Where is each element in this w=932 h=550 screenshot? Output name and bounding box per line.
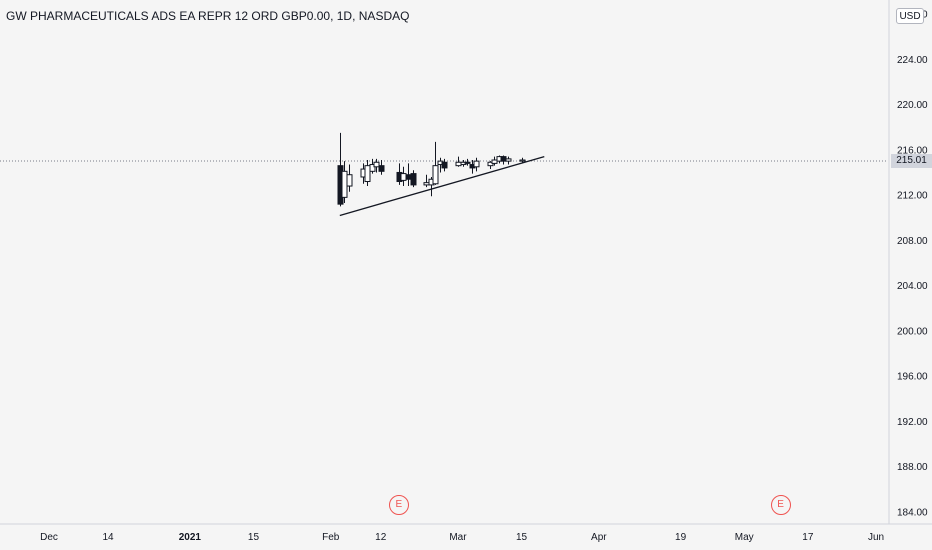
candle-body: [373, 161, 380, 168]
time-axis-tick-label: Dec: [40, 532, 58, 543]
price-axis-tick-label: 204.00: [897, 281, 928, 292]
candle-body: [341, 170, 348, 198]
price-axis-tick-label: 208.00: [897, 236, 928, 247]
candle-body: [464, 161, 471, 164]
time-axis-tick-label: 15: [516, 532, 528, 543]
time-axis-tick-label: Feb: [322, 532, 340, 543]
time-axis[interactable]: Dec 14 2021 15 Feb 12 Mar 15 Apr 19 May 17 Jun: [0, 523, 932, 543]
chart-title: GW PHARMACEUTICALS ADS EA REPR 12 ORD GB…: [6, 9, 410, 23]
time-axis-tick-label: Mar: [449, 532, 467, 543]
price-axis-tick-label: 192.00: [897, 417, 928, 428]
candle-body: [432, 165, 439, 185]
candle-body: [487, 161, 494, 167]
price-axis-tick-label: 200.00: [897, 326, 928, 337]
price-axis-tick-label: 212.00: [897, 191, 928, 202]
currency-badge[interactable]: USD: [896, 8, 924, 24]
last-price-badge: 215.01: [891, 154, 932, 168]
time-axis-tick-label: May: [735, 532, 754, 543]
candle-body: [410, 173, 417, 186]
time-axis-tick-label: Jun: [868, 532, 884, 543]
candle-body: [441, 161, 448, 169]
time-axis-tick-label: 14: [103, 532, 115, 543]
candle-body: [346, 174, 353, 187]
time-axis-tick-label: 19: [675, 532, 687, 543]
price-axis-tick-label: 188.00: [897, 462, 928, 473]
candle-body: [505, 158, 512, 162]
price-axis-tick-label: 196.00: [897, 372, 928, 383]
candle-body: [500, 156, 507, 162]
time-axis-tick-label: 15: [248, 532, 260, 543]
time-axis-tick-label: Apr: [591, 532, 607, 543]
candle-body: [405, 174, 412, 180]
candle-body: [473, 160, 480, 168]
candle-body: [519, 159, 526, 162]
earnings-marker[interactable]: E: [770, 495, 791, 515]
candle-body: [364, 165, 371, 183]
candle-body: [400, 173, 407, 181]
price-axis-tick-label: 184.00: [897, 508, 928, 519]
price-axis-tick-label: 220.00: [897, 100, 928, 111]
candle-body: [455, 161, 462, 167]
time-axis-tick-label: 12: [375, 532, 387, 543]
earnings-marker[interactable]: E: [388, 495, 409, 515]
candle-body: [378, 165, 385, 172]
time-axis-tick-label: 2021: [179, 532, 202, 543]
price-axis-tick-label: 216.00: [897, 145, 928, 156]
candle-body: [491, 159, 498, 164]
candles-layer: [337, 132, 526, 207]
price-axis-tick-label: 224.00: [897, 55, 928, 66]
trendline: [339, 155, 545, 217]
candle-body: [369, 164, 376, 172]
time-axis-tick-label: 17: [802, 532, 814, 543]
trendline-layer: [339, 155, 545, 217]
candle-body: [423, 182, 430, 186]
price-axis[interactable]: 184.00 188.00 192.00 196.00 200.00 204.00 208.…: [888, 0, 928, 524]
